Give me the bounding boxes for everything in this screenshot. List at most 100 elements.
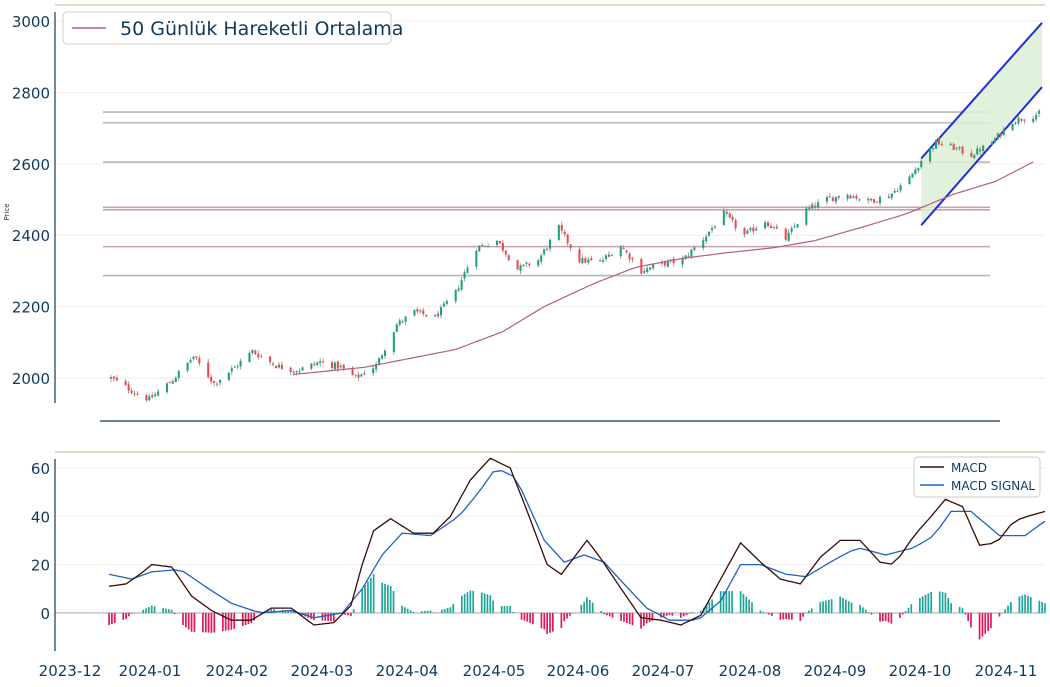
candle-down bbox=[731, 217, 734, 220]
candle-up bbox=[227, 372, 230, 381]
candle-up bbox=[177, 371, 180, 378]
macd-y-tick-label: 60 bbox=[31, 460, 50, 478]
candle-up bbox=[646, 268, 649, 273]
candle-down bbox=[578, 249, 581, 263]
candle-up bbox=[148, 396, 151, 401]
histogram-bar-positive bbox=[699, 610, 702, 613]
candle-down bbox=[528, 263, 531, 266]
candle-up bbox=[339, 365, 342, 368]
candle-down bbox=[887, 196, 890, 199]
candle-up bbox=[378, 357, 381, 365]
histogram-bar-positive bbox=[412, 611, 415, 613]
histogram-bar-positive bbox=[1010, 602, 1012, 613]
histogram-bar-negative bbox=[128, 612, 130, 617]
candle-up bbox=[1011, 124, 1014, 131]
candle-up bbox=[398, 320, 401, 325]
candle-up bbox=[543, 249, 546, 255]
histogram-bar-positive bbox=[859, 604, 861, 613]
histogram-bar-negative bbox=[526, 612, 529, 622]
candle-down bbox=[168, 382, 171, 384]
candle-up bbox=[852, 196, 855, 198]
candle-down bbox=[687, 255, 690, 257]
candle-up bbox=[949, 143, 952, 145]
histogram-bar-positive bbox=[1041, 601, 1044, 613]
candle-up bbox=[1002, 129, 1005, 135]
candle-down bbox=[1020, 119, 1023, 121]
candle-up bbox=[522, 264, 525, 267]
candle-down bbox=[728, 213, 731, 218]
histogram-bar-positive bbox=[421, 611, 423, 613]
candle-up bbox=[463, 272, 466, 279]
macd-y-tick-label: 20 bbox=[31, 557, 50, 575]
histogram-bar-positive bbox=[145, 608, 147, 613]
candle-up bbox=[599, 260, 602, 262]
histogram-bar-positive bbox=[745, 596, 748, 613]
candle-down bbox=[363, 373, 366, 375]
candle-up bbox=[825, 197, 828, 202]
price-legend-box bbox=[62, 11, 392, 45]
candle-down bbox=[313, 363, 316, 365]
histogram-bar-positive bbox=[711, 599, 714, 613]
histogram-bar-negative bbox=[881, 612, 884, 622]
candle-up bbox=[649, 267, 652, 270]
candle-down bbox=[272, 363, 275, 365]
histogram-bar-negative bbox=[984, 612, 987, 634]
histogram-bar-positive bbox=[827, 599, 830, 613]
histogram-bar-negative bbox=[680, 612, 682, 618]
candle-down bbox=[504, 250, 507, 255]
histogram-bar-negative bbox=[204, 612, 207, 633]
histogram-bar-negative bbox=[628, 612, 631, 625]
histogram-bar-negative bbox=[108, 612, 110, 625]
histogram-bar-positive bbox=[918, 597, 921, 613]
histogram-bar-negative bbox=[529, 612, 531, 623]
histogram-bar-negative bbox=[213, 612, 216, 633]
histogram-bar-positive bbox=[1007, 605, 1009, 613]
ma50-line bbox=[293, 161, 1034, 375]
candle-down bbox=[133, 393, 136, 395]
histogram-bar-negative bbox=[253, 612, 255, 621]
histogram-bar-positive bbox=[486, 594, 489, 613]
histogram-bar-negative bbox=[682, 612, 685, 617]
histogram-bar-positive bbox=[850, 602, 853, 613]
histogram-bar-negative bbox=[202, 612, 204, 633]
histogram-bar-negative bbox=[802, 612, 805, 617]
candle-up bbox=[705, 236, 708, 242]
histogram-bar-positive bbox=[270, 608, 273, 613]
candle-up bbox=[413, 310, 416, 316]
candle-up bbox=[711, 228, 714, 231]
histogram-bar-positive bbox=[705, 604, 708, 613]
histogram-bar-negative bbox=[790, 612, 793, 620]
macd-y-tick-label: 40 bbox=[31, 508, 50, 526]
histogram-bar-positive bbox=[369, 577, 372, 613]
histogram-bar-negative bbox=[608, 612, 611, 617]
candle-down bbox=[849, 195, 852, 199]
candle-up bbox=[708, 231, 711, 236]
candle-down bbox=[357, 374, 360, 378]
candle-up bbox=[602, 260, 605, 262]
histogram-bar-negative bbox=[685, 612, 688, 615]
candle-up bbox=[466, 267, 469, 274]
candle-up bbox=[908, 176, 911, 185]
candle-down bbox=[342, 364, 345, 369]
histogram-bar-negative bbox=[187, 612, 190, 630]
candle-up bbox=[383, 350, 387, 356]
candle-down bbox=[351, 367, 354, 376]
x-tick-label: 2024-08 bbox=[719, 662, 782, 680]
price-y-tick-label: 2000 bbox=[12, 370, 50, 388]
candle-down bbox=[437, 313, 440, 317]
candle-up bbox=[990, 142, 993, 145]
histogram-bar-negative bbox=[113, 612, 116, 623]
histogram-bar-positive bbox=[808, 610, 810, 613]
histogram-bar-positive bbox=[1004, 609, 1007, 613]
candle-up bbox=[1017, 117, 1020, 124]
candle-down bbox=[195, 356, 198, 358]
histogram-bar-positive bbox=[941, 592, 944, 613]
histogram-bar-negative bbox=[571, 612, 574, 614]
macd-signal-line bbox=[108, 470, 1046, 621]
histogram-bar-negative bbox=[250, 612, 253, 624]
candle-up bbox=[764, 222, 767, 229]
candle-up bbox=[360, 374, 363, 377]
histogram-bar-positive bbox=[381, 582, 384, 613]
histogram-bar-positive bbox=[958, 606, 961, 613]
candle-down bbox=[563, 231, 566, 235]
